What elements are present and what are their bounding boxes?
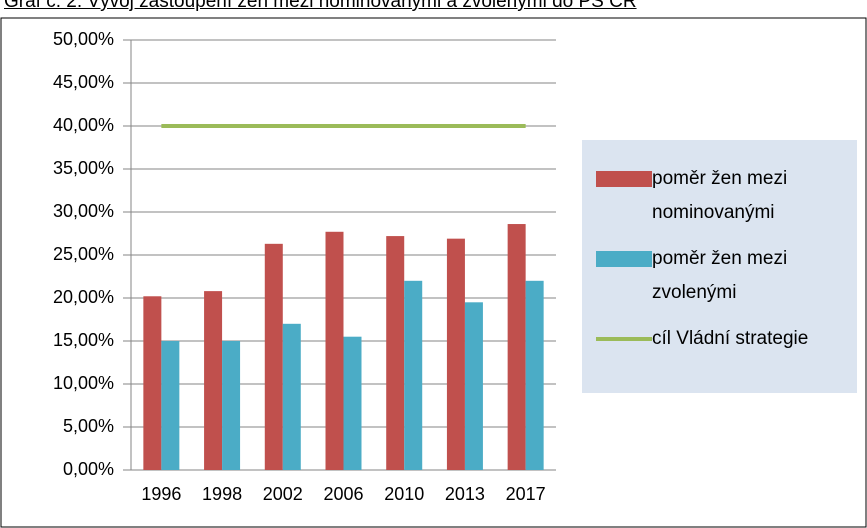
bar (204, 291, 223, 470)
y-tick-label: 25,00% (53, 244, 114, 264)
y-tick-label: 20,00% (53, 287, 114, 307)
bar (161, 341, 180, 470)
x-tick-label: 2010 (384, 484, 424, 504)
bar (325, 231, 344, 470)
x-tick-label: 2006 (323, 484, 363, 504)
x-tick-label: 1998 (202, 484, 242, 504)
y-tick-label: 35,00% (53, 158, 114, 178)
legend-entry: poměr žen mezi nominovanými (596, 162, 852, 230)
legend-label: poměr žen mezi zvolenými (652, 248, 788, 303)
legend-label: cíl Vládní strategie (652, 328, 809, 349)
y-tick-label: 45,00% (53, 72, 114, 92)
x-tick-label: 2017 (506, 484, 546, 504)
legend-swatch (596, 242, 652, 276)
bar (386, 236, 405, 470)
legend-swatch (596, 322, 652, 356)
bar (264, 243, 283, 470)
y-tick-label: 50,00% (53, 29, 114, 49)
bar (222, 341, 241, 470)
bar (446, 238, 465, 470)
legend-label: poměr žen mezi nominovanými (652, 168, 788, 223)
y-tick-label: 10,00% (53, 373, 114, 393)
legend-entry: cíl Vládní strategie (596, 322, 852, 356)
x-tick-label: 1996 (141, 484, 181, 504)
x-tick-label: 2013 (445, 484, 485, 504)
x-tick-label: 2002 (263, 484, 303, 504)
bar (507, 224, 526, 470)
bar (143, 296, 162, 470)
y-tick-label: 30,00% (53, 201, 114, 221)
y-tick-label: 40,00% (53, 115, 114, 135)
legend: poměr žen mezi nominovanými poměr žen mez… (582, 140, 857, 393)
y-tick-label: 0,00% (63, 459, 114, 479)
bar (343, 336, 362, 470)
chart-title: Graf č. 2: Vývoj zastoupení žen mezi nom… (4, 0, 637, 12)
bar (404, 280, 423, 470)
bar (464, 302, 483, 470)
bar (525, 280, 544, 470)
y-tick-label: 15,00% (53, 330, 114, 350)
chart-border (0, 17, 867, 528)
y-tick-label: 5,00% (63, 416, 114, 436)
bar (282, 323, 301, 470)
legend-entry: poměr žen mezi zvolenými (596, 242, 852, 310)
legend-swatch (596, 162, 652, 196)
